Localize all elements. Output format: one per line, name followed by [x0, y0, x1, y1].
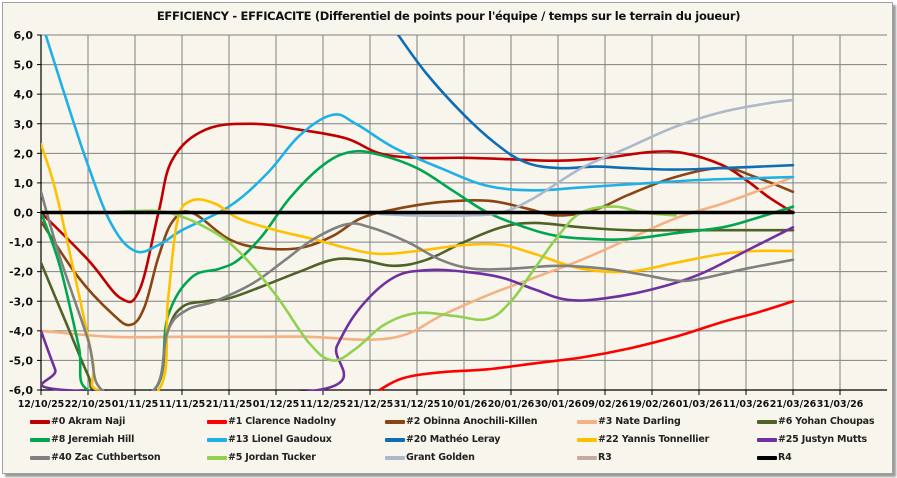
legend-label: #3 Nate Darling: [598, 416, 681, 427]
legend-swatch: [30, 419, 50, 424]
legend-label: #5 Jordan Tucker: [228, 452, 316, 463]
series-line-8-jeremiah-hill: [41, 149, 795, 391]
x-tick-label: 19/02/26: [629, 399, 676, 410]
y-axis-ticks: 6,0 5,0 4,0 3,0 2,0 1,0 0,0 -1,0 -2,0 -3,0 -4,0 -5,…: [9, 29, 41, 397]
x-tick-label: 22/10/25: [65, 399, 112, 410]
legend-swatch: [757, 437, 777, 442]
legend-label: #6 Yohan Choupas: [778, 416, 875, 427]
y-tick-label: 1,0: [14, 177, 34, 190]
legend-label: R4: [778, 452, 792, 463]
y-tick-label: -2,0: [9, 266, 33, 279]
y-tick-label: 4,0: [14, 88, 34, 101]
series-line-20-math-o-leray: [396, 35, 795, 171]
legend-item: #40 Zac Cuthbertson: [30, 452, 161, 463]
x-tick-label: 31/12/25: [394, 399, 441, 410]
legend-swatch: [577, 437, 597, 442]
legend-item: #0 Akram Naji: [30, 416, 125, 427]
series-line-25-justyn-mutts: [41, 226, 795, 391]
legend-label: #25 Justyn Mutts: [778, 434, 867, 445]
legend-item: Grant Golden: [385, 452, 475, 463]
x-tick-label: 01/11/25: [112, 399, 159, 410]
legend-swatch: [207, 437, 227, 442]
legend-swatch: [385, 437, 405, 442]
legend-label: #8 Jeremiah Hill: [51, 434, 135, 445]
x-tick-label: 01/12/25: [253, 399, 300, 410]
x-tick-label: 11/11/25: [159, 399, 206, 410]
x-tick-label: 11/12/25: [300, 399, 347, 410]
y-tick-label: 6,0: [14, 29, 34, 42]
y-tick-label: -5,0: [9, 354, 33, 367]
y-tick-label: -3,0: [9, 295, 33, 308]
legend-swatch: [577, 419, 597, 424]
legend-label: #0 Akram Naji: [51, 416, 126, 427]
y-tick-label: 3,0: [14, 118, 34, 131]
series-line-1-clarence-nadolny: [378, 300, 795, 391]
chart-title: EFFICIENCY - EFFICACITE (Differentiel de…: [156, 9, 741, 23]
x-axis-ticks: 12/10/25 22/10/25 01/11/25 11/11/25 21/11/25…: [18, 390, 864, 410]
legend-item: R4: [757, 452, 792, 463]
legend-item: #8 Jeremiah Hill: [30, 434, 134, 445]
x-tick-label: 09/02/26: [582, 399, 629, 410]
legend-label: #2 Obinna Anochili-Killen: [406, 416, 538, 427]
series-line-6-yohan-choupas: [41, 221, 795, 391]
legend-label: #20 Mathéo Leray: [406, 434, 501, 445]
legend-swatch: [30, 455, 50, 460]
y-tick-label: 0,0: [14, 207, 34, 220]
legend-swatch: [207, 455, 227, 460]
legend-item: #2 Obinna Anochili-Killen: [385, 416, 538, 427]
legend-item: #1 Clarence Nadolny: [207, 416, 336, 427]
y-tick-label: 2,0: [14, 147, 34, 160]
legend-swatch: [385, 455, 405, 460]
legend-label: #13 Lionel Gaudoux: [228, 434, 332, 445]
legend-label: R3: [598, 452, 612, 463]
series-line-0-akram-naji: [41, 122, 795, 304]
legend-item: #20 Mathéo Leray: [385, 434, 500, 445]
x-tick-label: 11/03/26: [723, 399, 770, 410]
legend-item: #5 Jordan Tucker: [207, 452, 316, 463]
x-tick-label: 10/01/26: [441, 399, 488, 410]
series-line-2-obinna-anochili-killen: [41, 166, 795, 327]
legend-label: Grant Golden: [406, 452, 475, 463]
legend-item: #13 Lionel Gaudoux: [207, 434, 332, 445]
x-tick-label: 01/03/26: [676, 399, 723, 410]
legend-item: #22 Yannis Tonnellier: [577, 434, 709, 445]
legend-swatch: [757, 419, 777, 424]
y-tick-label: -4,0: [9, 325, 33, 338]
y-tick-label: -1,0: [9, 236, 33, 249]
x-tick-label: 20/01/26: [488, 399, 535, 410]
legend-item: #25 Justyn Mutts: [757, 434, 867, 445]
y-tick-label: 5,0: [14, 59, 34, 72]
x-tick-label: 31/03/26: [817, 399, 864, 410]
legend-label: #1 Clarence Nadolny: [228, 416, 336, 427]
x-tick-label: 21/12/25: [347, 399, 394, 410]
legend-label: #22 Yannis Tonnellier: [598, 434, 710, 445]
series-line-grant-golden: [378, 98, 795, 218]
series-group: [41, 35, 795, 391]
legend-item: #6 Yohan Choupas: [757, 416, 875, 427]
series-line-40-zac-cuthbertson: [41, 190, 795, 391]
series-line-13-lionel-gaudoux: [44, 35, 795, 254]
x-tick-label: 21/03/26: [770, 399, 817, 410]
x-tick-label: 30/01/26: [535, 399, 582, 410]
legend-swatch: [757, 455, 777, 460]
legend-swatch: [385, 419, 405, 424]
legend-item: R3: [577, 452, 612, 463]
x-tick-label: 21/11/25: [206, 399, 253, 410]
legend-label: #40 Zac Cuthbertson: [51, 452, 161, 463]
y-tick-label: -6,0: [9, 384, 33, 397]
legend-item: #3 Nate Darling: [577, 416, 681, 427]
legend-swatch: [30, 437, 50, 442]
legend-swatch: [207, 419, 227, 424]
legend-swatch: [577, 455, 597, 460]
x-tick-label: 12/10/25: [18, 399, 65, 410]
